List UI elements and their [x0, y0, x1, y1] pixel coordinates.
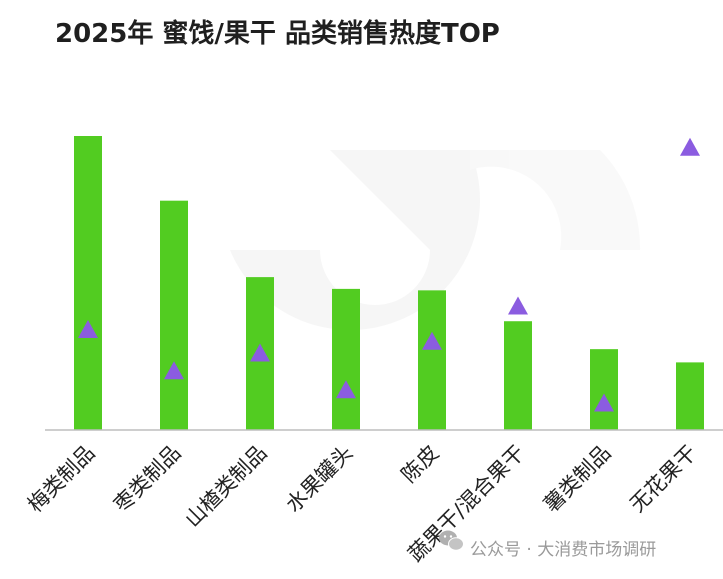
bar	[676, 362, 704, 430]
bar	[590, 349, 618, 430]
bars-group	[74, 136, 704, 430]
x-tick-label: 山楂类制品	[180, 441, 271, 532]
wechat-icon	[439, 530, 464, 551]
watermark-text: 公众号 · 大消费市场调研	[470, 540, 656, 560]
triangle-marker	[594, 393, 614, 412]
x-tick-label: 水果罐头	[281, 441, 357, 517]
triangle-marker	[250, 343, 270, 362]
triangle-marker	[422, 331, 442, 350]
bar	[160, 200, 188, 430]
chart-title: 2025年 蜜饯/果干 品类销售热度TOP	[55, 18, 500, 49]
triangle-marker	[78, 320, 98, 339]
x-tick-label: 梅类制品	[23, 441, 99, 517]
triangle-marker	[508, 296, 528, 315]
x-tick-label: 无花果干	[625, 441, 701, 517]
x-tick-label: 枣类制品	[109, 441, 185, 517]
markers-group	[78, 137, 700, 412]
bar	[332, 288, 360, 430]
bar	[74, 136, 102, 430]
watermark: 公众号 · 大消费市场调研	[439, 530, 656, 560]
triangle-marker	[164, 361, 184, 380]
x-tick-label: 薯类制品	[539, 441, 615, 517]
background-logo	[230, 150, 641, 330]
triangle-marker	[336, 380, 356, 399]
bar	[418, 290, 446, 430]
bar	[504, 321, 532, 430]
x-tick-label: 陈皮	[397, 441, 444, 488]
triangle-marker	[680, 137, 700, 156]
